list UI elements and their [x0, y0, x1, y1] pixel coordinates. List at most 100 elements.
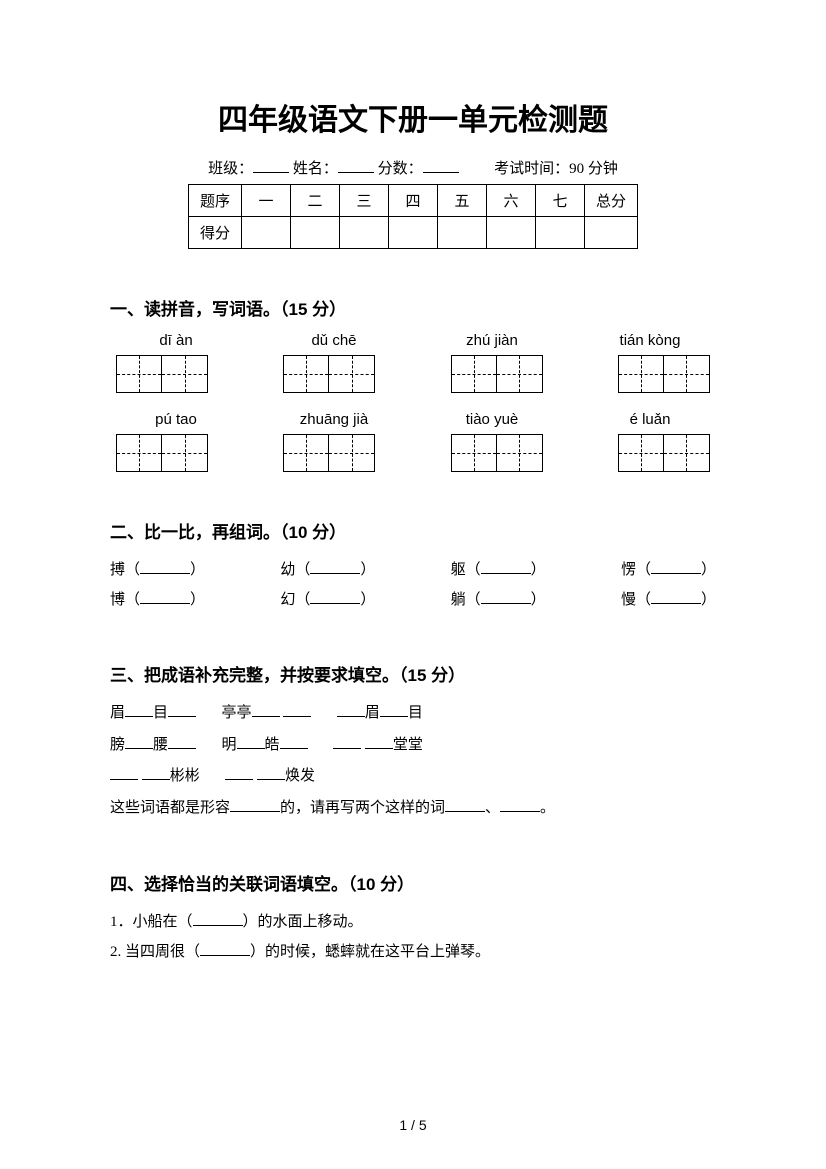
blank[interactable] [140, 591, 190, 604]
pinyin-label: dǔ chē [274, 332, 394, 349]
char: 搏（ [110, 562, 140, 578]
score-row-label: 得分 [188, 217, 241, 249]
score-value-row: 得分 [188, 217, 637, 249]
char: 躯（ [451, 562, 481, 578]
char-box[interactable] [283, 434, 329, 472]
char-box[interactable] [497, 434, 543, 472]
blank[interactable] [337, 704, 365, 717]
paren: ） [360, 592, 375, 608]
blank[interactable] [500, 799, 540, 812]
text: 彬彬 [170, 768, 200, 784]
blank[interactable] [252, 704, 280, 717]
char-box[interactable] [116, 355, 162, 393]
pinyin-label: zhuāng jià [274, 411, 394, 428]
col-2: 二 [291, 185, 340, 217]
text: 眉 [365, 705, 380, 721]
blank[interactable] [365, 736, 393, 749]
pinyin-row-2: pú tao zhuāng jià tiào yuè é luǎn [110, 411, 716, 428]
text: 1．小船在（ [110, 914, 193, 930]
char-box[interactable] [329, 355, 375, 393]
paren: ） [531, 562, 546, 578]
pinyin-label: tiào yuè [432, 411, 552, 428]
blank[interactable] [200, 943, 250, 956]
paren: ） [701, 562, 716, 578]
blank[interactable] [445, 799, 485, 812]
name-blank[interactable] [338, 158, 374, 173]
text: 明 [222, 737, 237, 753]
text: 2. 当四周很（ [110, 944, 200, 960]
blank[interactable] [110, 767, 138, 780]
blank[interactable] [651, 591, 701, 604]
char-box[interactable] [451, 355, 497, 393]
score-cell[interactable] [242, 217, 291, 249]
blank[interactable] [481, 591, 531, 604]
idiom-line-1: 眉目 亭亭 眉目 [110, 698, 716, 730]
blank[interactable] [230, 799, 280, 812]
score-blank[interactable] [423, 158, 459, 173]
pinyin-label: dī àn [116, 332, 236, 349]
blank[interactable] [310, 591, 360, 604]
char-box[interactable] [451, 434, 497, 472]
blank[interactable] [237, 736, 265, 749]
text: 焕发 [285, 768, 315, 784]
pinyin-label: é luǎn [590, 411, 710, 428]
blank[interactable] [283, 704, 311, 717]
char-box[interactable] [618, 355, 664, 393]
blank[interactable] [142, 767, 170, 780]
blank[interactable] [257, 767, 285, 780]
page-number: 1 / 5 [0, 1117, 826, 1133]
char-box-group [283, 355, 375, 393]
score-cell[interactable] [389, 217, 438, 249]
pinyin-row-1: dī àn dǔ chē zhú jiàn tián kòng [110, 332, 716, 349]
char-box[interactable] [329, 434, 375, 472]
blank[interactable] [225, 767, 253, 780]
char-box-group [116, 434, 208, 472]
char-box[interactable] [497, 355, 543, 393]
char-box[interactable] [664, 355, 710, 393]
class-blank[interactable] [253, 158, 289, 173]
char-box[interactable] [664, 434, 710, 472]
score-cell[interactable] [291, 217, 340, 249]
col-6: 六 [487, 185, 536, 217]
blank[interactable] [140, 561, 190, 574]
char: 躺（ [451, 592, 481, 608]
char-box[interactable] [283, 355, 329, 393]
score-cell[interactable] [585, 217, 638, 249]
paren: ） [701, 592, 716, 608]
blank[interactable] [168, 736, 196, 749]
section-4-title: 四、选择恰当的关联词语填空。（10 分） [110, 870, 716, 895]
score-cell[interactable] [438, 217, 487, 249]
char-box[interactable] [116, 434, 162, 472]
score-cell[interactable] [487, 217, 536, 249]
class-label: 班级： [208, 161, 253, 177]
score-cell[interactable] [340, 217, 389, 249]
char: 幻（ [280, 592, 310, 608]
compare-row-2: 博（） 幻（） 躺（） 慢（） [110, 585, 716, 615]
score-cell[interactable] [536, 217, 585, 249]
q4-2: 2. 当四周很（）的时候，蟋蟀就在这平台上弹琴。 [110, 937, 716, 967]
paren: ） [360, 562, 375, 578]
char-box[interactable] [618, 434, 664, 472]
char-box-group [618, 434, 710, 472]
score-label: 分数： [378, 161, 423, 177]
char-box[interactable] [162, 434, 208, 472]
blank[interactable] [651, 561, 701, 574]
blank[interactable] [333, 736, 361, 749]
col-7: 七 [536, 185, 585, 217]
char-box-row-2 [110, 434, 716, 472]
char-box-group [283, 434, 375, 472]
blank[interactable] [193, 913, 243, 926]
blank[interactable] [310, 561, 360, 574]
paren: ） [531, 592, 546, 608]
blank[interactable] [481, 561, 531, 574]
blank[interactable] [125, 736, 153, 749]
blank[interactable] [125, 704, 153, 717]
time-label: 考试时间：90 分钟 [494, 161, 618, 177]
blank[interactable] [280, 736, 308, 749]
idiom-line-4: 这些词语都是形容的，请再写两个这样的词、。 [110, 793, 716, 825]
blank[interactable] [380, 704, 408, 717]
section-1-title: 一、读拼音，写词语。（15 分） [110, 295, 716, 320]
text: 堂堂 [393, 737, 423, 753]
char-box[interactable] [162, 355, 208, 393]
blank[interactable] [168, 704, 196, 717]
